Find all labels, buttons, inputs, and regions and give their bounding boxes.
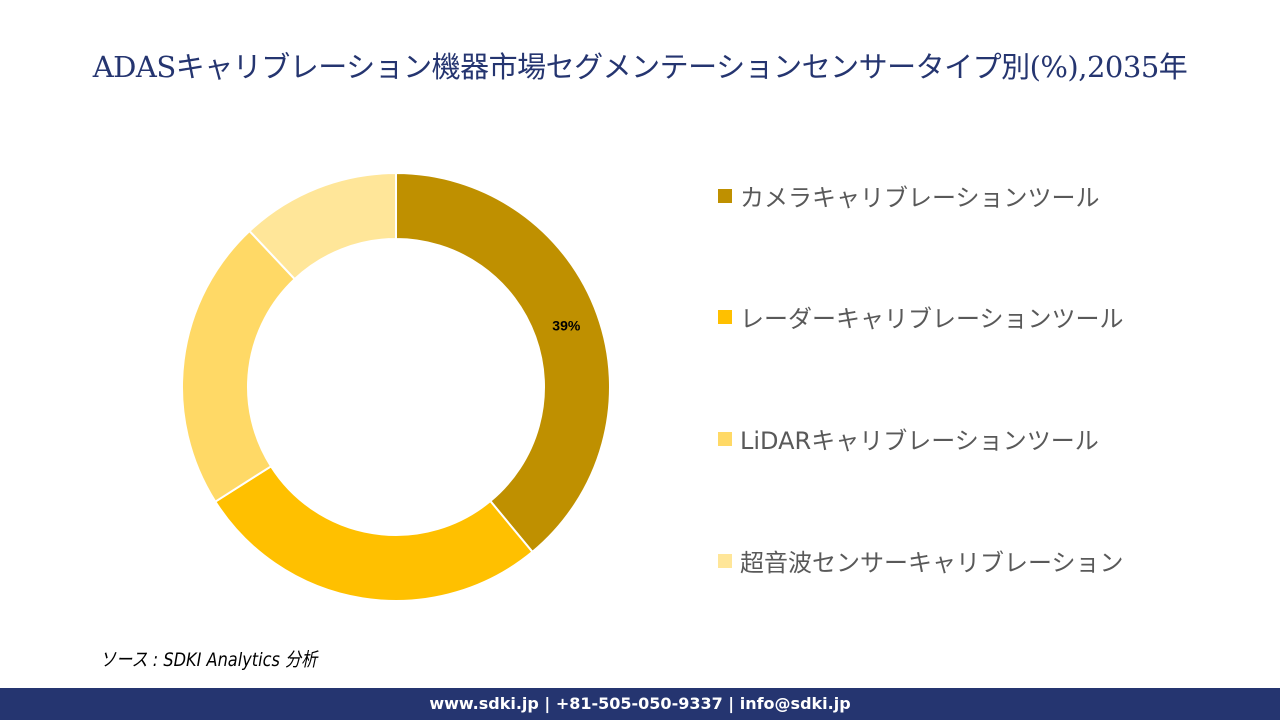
legend-item-ultrasonic: 超音波センサーキャリブレーション	[718, 543, 1124, 578]
legend-swatch	[718, 309, 732, 324]
legend-label: カメラキャリブレーションツール	[740, 184, 1100, 212]
donut-slice	[248, 171, 397, 281]
legend-swatch	[718, 431, 732, 446]
legend-item-radar: レーダーキャリブレーションツール	[718, 299, 1124, 334]
legend-label: LiDARキャリブレーションツール	[740, 427, 1099, 455]
legend-swatch	[718, 553, 732, 568]
donut-slice	[181, 229, 297, 504]
legend-item-camera: カメラキャリブレーションツール	[718, 178, 1100, 213]
chart-title: ADASキャリブレーション機器市場セグメンテーションセンサータイプ別(%),20…	[92, 50, 1188, 84]
footer-contact: www.sdki.jp | +81-505-050-9337 | info@sd…	[0, 688, 1280, 720]
legend-label: レーダーキャリブレーションツール	[740, 305, 1124, 333]
donut-slice	[395, 171, 611, 554]
legend-label: 超音波センサーキャリブレーション	[740, 549, 1124, 577]
donut-slice	[213, 464, 534, 602]
legend-item-lidar: LiDARキャリブレーションツール	[718, 421, 1099, 456]
legend-swatch	[718, 188, 732, 203]
data-label: 39%	[552, 318, 581, 334]
source-note: ソース : SDKI Analytics 分析	[100, 649, 318, 671]
